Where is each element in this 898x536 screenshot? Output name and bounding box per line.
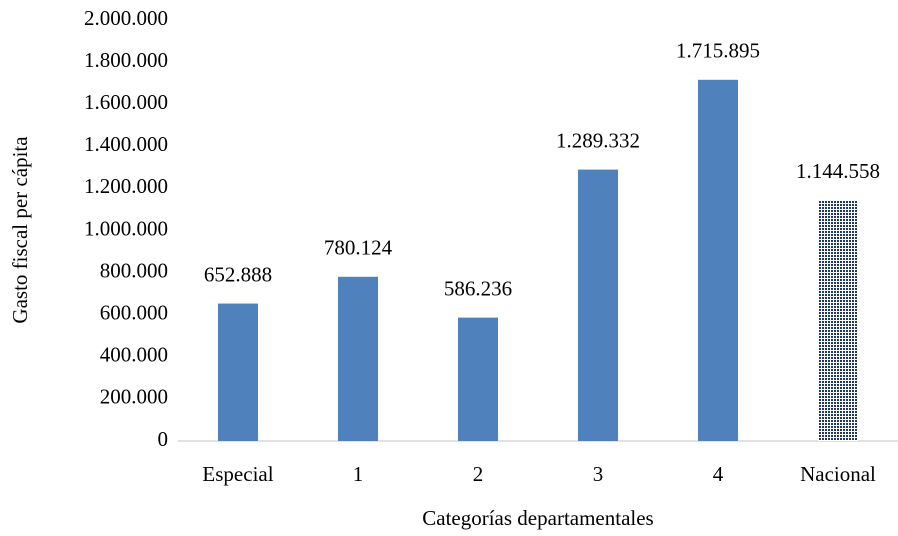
x-axis-title: Categorías departamentales (422, 506, 653, 530)
y-tick-label: 1.800.000 (84, 48, 168, 72)
y-tick-label: 1.400.000 (84, 132, 168, 156)
value-label: 1.289.332 (556, 128, 640, 152)
y-tick-label: 1.200.000 (84, 174, 168, 198)
x-tick-label: Nacional (800, 462, 876, 486)
x-tick-label: 4 (713, 462, 724, 486)
x-tick-label: 1 (353, 462, 364, 486)
bar (458, 317, 498, 441)
y-tick-label: 800.000 (100, 258, 168, 282)
y-tick-label: 0 (158, 427, 169, 451)
value-label: 586.236 (444, 276, 512, 300)
value-label: 1.715.895 (676, 39, 760, 63)
value-label: 780.124 (324, 236, 393, 260)
y-tick-label: 2.000.000 (84, 6, 168, 30)
x-tick-label: 3 (593, 462, 604, 486)
x-tick-label: Especial (202, 462, 273, 486)
bar (818, 200, 858, 441)
bar (698, 79, 738, 441)
bar (338, 276, 378, 441)
bar (218, 303, 258, 441)
y-tick-label: 1.600.000 (84, 90, 168, 114)
value-label: 1.144.558 (796, 159, 880, 183)
y-axis-title: Gasto fiscal per cápita (8, 136, 32, 324)
bar (578, 169, 618, 441)
value-label: 652.888 (204, 262, 272, 286)
y-tick-label: 1.000.000 (84, 216, 168, 240)
y-tick-label: 400.000 (100, 343, 168, 367)
y-tick-label: 200.000 (100, 385, 168, 409)
y-tick-label: 600.000 (100, 301, 168, 325)
x-tick-label: 2 (473, 462, 484, 486)
